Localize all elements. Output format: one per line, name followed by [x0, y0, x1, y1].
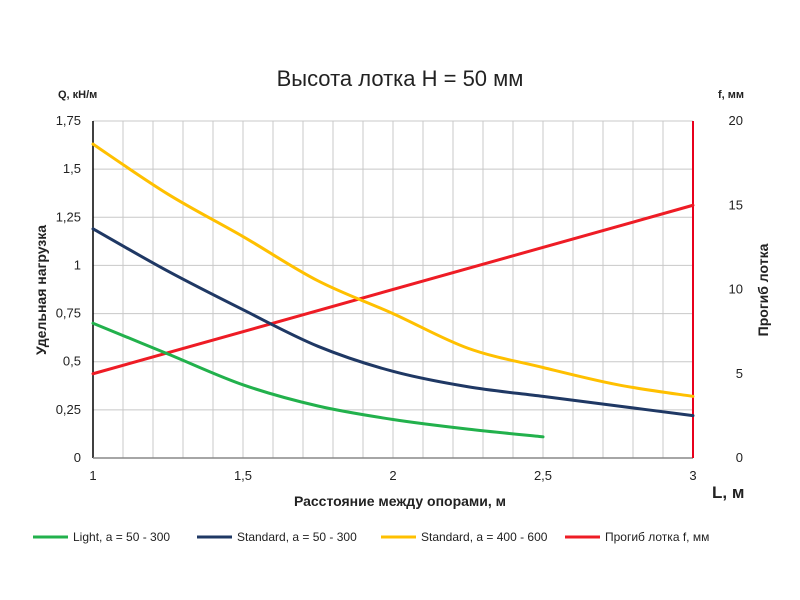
y-right-tick-label: 5	[736, 366, 743, 381]
x-tick-label: 1,5	[234, 468, 252, 483]
y-left-tick-label: 1,75	[56, 113, 81, 128]
legend-label: Прогиб лотка f, мм	[605, 530, 709, 544]
y-left-tick-label: 1,25	[56, 209, 81, 224]
x-axis-unit: L, м	[712, 483, 744, 502]
y-right-tick-label: 20	[729, 113, 743, 128]
series-line-3	[91, 203, 695, 376]
x-tick-label: 3	[689, 468, 696, 483]
right-axis-title: Прогиб лотка	[755, 243, 771, 336]
tick-labels: 1 1,5 2 2,5 3 0 0,25 0,5 0,75 1 1,25 1,5 1,75 0 5 10 15 2…	[56, 113, 743, 483]
legend: Light, a = 50 - 300 Standard, a = 50 - 30…	[33, 530, 709, 544]
x-tick-label: 2,5	[534, 468, 552, 483]
y-left-tick-label: 0	[74, 450, 81, 465]
legend-label: Standard, a = 400 - 600	[421, 530, 548, 544]
x-tick-label: 1	[89, 468, 96, 483]
legend-label: Light, a = 50 - 300	[73, 530, 170, 544]
x-tick-label: 2	[389, 468, 396, 483]
series-line-0	[91, 321, 545, 439]
y-left-tick-label: 0,5	[63, 354, 81, 369]
y-left-tick-label: 0,75	[56, 306, 81, 321]
chart-title: Высота лотка H = 50 мм	[277, 66, 524, 91]
series-line-2	[91, 142, 695, 398]
series-layer	[91, 142, 695, 439]
series-line-1	[91, 227, 695, 418]
right-axis-unit: f, мм	[718, 89, 744, 101]
left-axis-title: Удельная нагрузка	[33, 225, 49, 355]
y-right-tick-label: 15	[729, 197, 743, 212]
legend-label: Standard, a = 50 - 300	[237, 530, 357, 544]
x-axis-title: Расстояние между опорами, м	[294, 493, 506, 509]
y-left-tick-label: 0,25	[56, 402, 81, 417]
left-axis-unit: Q, кН/м	[58, 89, 97, 101]
y-left-tick-label: 1,5	[63, 161, 81, 176]
y-left-tick-label: 1	[74, 257, 81, 272]
axes	[92, 121, 694, 459]
y-right-tick-label: 10	[729, 282, 743, 297]
y-right-tick-label: 0	[736, 450, 743, 465]
